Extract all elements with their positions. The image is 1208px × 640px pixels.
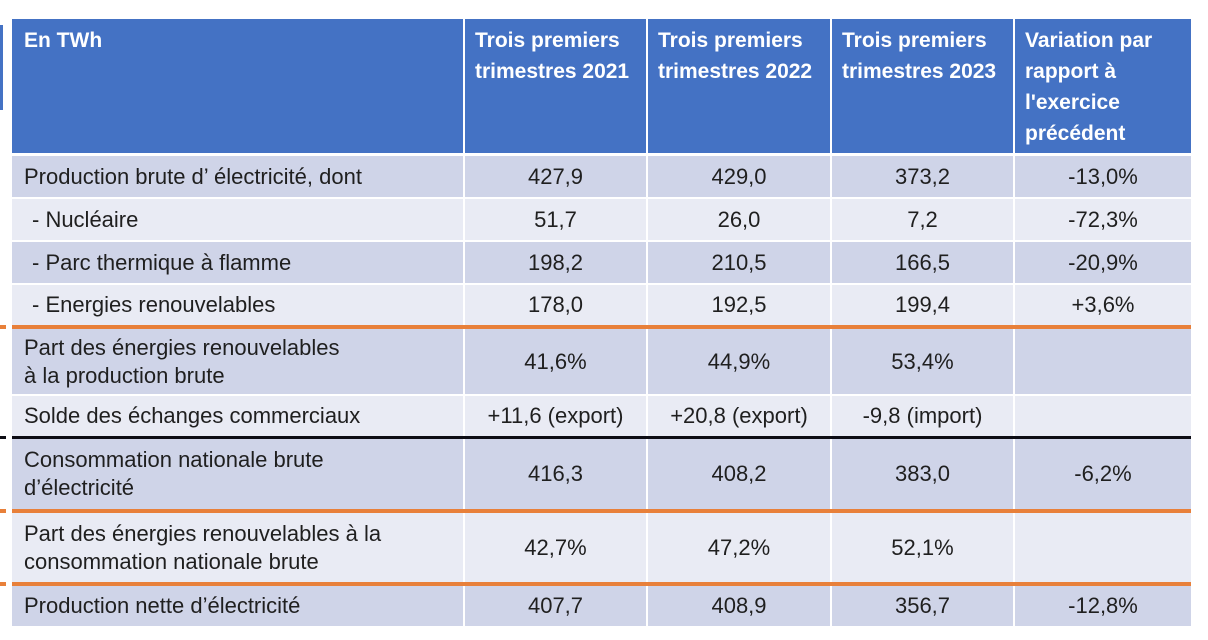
value-2023: 52,1% [832,513,1015,582]
value-variation: -72,3% [1015,199,1191,240]
value-2021: 178,0 [465,285,648,325]
value-2023: 373,2 [832,156,1015,197]
header-col-2022: Trois premiers trimestres 2022 [648,19,832,153]
value-2023: -9,8 (import) [832,396,1015,436]
row-label: - Energies renouvelables [12,285,465,325]
header-row: En TWh Trois premiers trimestres 2021 Tr… [12,19,1191,153]
row-label: Part des énergies renouvelables à la con… [12,513,465,582]
table-row-solde-echanges: Solde des échanges commerciaux +11,6 (ex… [12,396,1191,436]
left-edge-crop-artifact [0,25,3,110]
row-label: - Parc thermique à flamme [12,242,465,283]
value-variation: +3,6% [1015,285,1191,325]
row-label: Solde des échanges commerciaux [12,396,465,436]
value-variation: -20,9% [1015,242,1191,283]
value-variation [1015,396,1191,436]
header-col-2023: Trois premiers trimestres 2023 [832,19,1015,153]
value-2021: 42,7% [465,513,648,582]
value-2023: 199,4 [832,285,1015,325]
table-row-production-brute: Production brute d’ électricité, dont 42… [12,156,1191,197]
value-2022: +20,8 (export) [648,396,832,436]
value-2021: 51,7 [465,199,648,240]
table-row-part-enr-production: Part des énergies renouvelables à la pro… [12,329,1191,394]
value-2022: 429,0 [648,156,832,197]
value-variation [1015,513,1191,582]
header-col-variation: Variation par rapport à l'exercice précé… [1015,19,1191,153]
value-variation: -13,0% [1015,156,1191,197]
value-2022: 408,2 [648,439,832,509]
value-2021: +11,6 (export) [465,396,648,436]
value-variation: -12,8% [1015,586,1191,626]
table-row-production-nette: Production nette d’électricité 407,7 408… [12,586,1191,626]
value-2023: 356,7 [832,586,1015,626]
row-label: Production nette d’électricité [12,586,465,626]
table-row-energies-renouvelables: - Energies renouvelables 178,0 192,5 199… [12,285,1191,325]
electricity-data-table: En TWh Trois premiers trimestres 2021 Tr… [0,19,1191,626]
value-2021: 41,6% [465,329,648,394]
value-2021: 416,3 [465,439,648,509]
value-2023: 383,0 [832,439,1015,509]
value-variation: -6,2% [1015,439,1191,509]
value-2022: 44,9% [648,329,832,394]
header-unit: En TWh [12,19,465,153]
table-row-nucleaire: - Nucléaire 51,7 26,0 7,2 -72,3% [12,199,1191,240]
row-label: Part des énergies renouvelables à la pro… [12,329,465,394]
value-variation [1015,329,1191,394]
value-2022: 192,5 [648,285,832,325]
table-row-parc-thermique: - Parc thermique à flamme 198,2 210,5 16… [12,242,1191,283]
value-2022: 47,2% [648,513,832,582]
table-row-consommation-nationale: Consommation nationale brute d’électrici… [12,439,1191,509]
orange-divider [0,509,1191,513]
value-2023: 53,4% [832,329,1015,394]
black-divider [0,436,1191,439]
row-label: Production brute d’ électricité, dont [12,156,465,197]
value-2022: 408,9 [648,586,832,626]
value-2022: 26,0 [648,199,832,240]
table-row-part-enr-consommation: Part des énergies renouvelables à la con… [12,513,1191,582]
orange-divider [0,582,1191,586]
row-label: Consommation nationale brute d’électrici… [12,439,465,509]
value-2021: 427,9 [465,156,648,197]
value-2021: 198,2 [465,242,648,283]
value-2022: 210,5 [648,242,832,283]
value-2023: 7,2 [832,199,1015,240]
value-2023: 166,5 [832,242,1015,283]
orange-divider [0,325,1191,329]
header-col-2021: Trois premiers trimestres 2021 [465,19,648,153]
row-label: - Nucléaire [12,199,465,240]
value-2021: 407,7 [465,586,648,626]
